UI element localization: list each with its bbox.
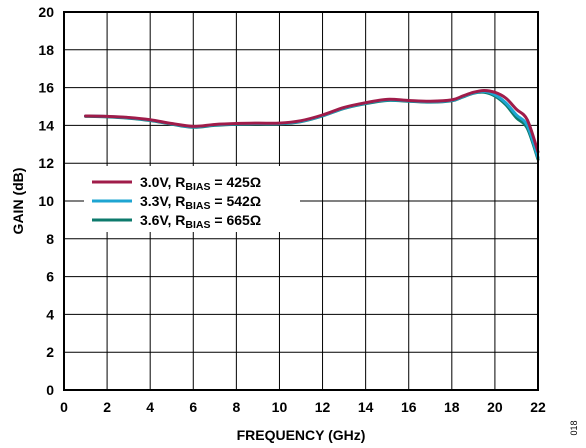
x-tick-label: 8	[232, 399, 240, 415]
x-tick-label: 12	[315, 399, 331, 415]
x-tick-label: 22	[530, 399, 546, 415]
x-tick-label: 6	[189, 399, 197, 415]
series-line	[84, 88, 540, 154]
figure-id: 018	[569, 420, 579, 435]
y-tick-label: 8	[46, 231, 54, 247]
y-tick-label: 6	[46, 269, 54, 285]
y-tick-label: 14	[38, 117, 54, 133]
y-tick-label: 0	[46, 382, 54, 398]
y-tick-label: 4	[46, 306, 54, 322]
x-tick-label: 0	[60, 399, 68, 415]
y-tick-label: 12	[38, 155, 54, 171]
x-tick-label: 10	[272, 399, 288, 415]
y-tick-label: 16	[38, 80, 54, 96]
x-tick-label: 16	[401, 399, 417, 415]
x-tick-labels: 0 2 4 6 8 10 12 14 16 18 20 22	[60, 399, 546, 415]
x-tick-label: 14	[358, 399, 374, 415]
x-tick-label: 20	[487, 399, 503, 415]
series-curves	[84, 88, 540, 161]
y-tick-label: 18	[38, 42, 54, 58]
x-tick-label: 18	[444, 399, 460, 415]
x-tick-label: 2	[103, 399, 111, 415]
legend-entry: 3.0V, RBIAS = 425Ω	[140, 174, 261, 193]
y-axis-label: GAIN (dB)	[10, 168, 26, 235]
legend-entry: 3.3V, RBIAS = 542Ω	[140, 193, 261, 212]
y-tick-labels: 0 2 4 6 8 10 12 14 16 18 20	[38, 4, 54, 398]
y-tick-label: 20	[38, 4, 54, 20]
x-axis-label: FREQUENCY (GHz)	[237, 427, 366, 443]
y-tick-label: 10	[38, 193, 54, 209]
x-tick-label: 4	[146, 399, 154, 415]
series-line	[84, 89, 540, 160]
plot-frame	[63, 11, 539, 391]
y-tick-label: 2	[46, 344, 54, 360]
legend-entry: 3.6V, RBIAS = 665Ω	[140, 212, 261, 231]
